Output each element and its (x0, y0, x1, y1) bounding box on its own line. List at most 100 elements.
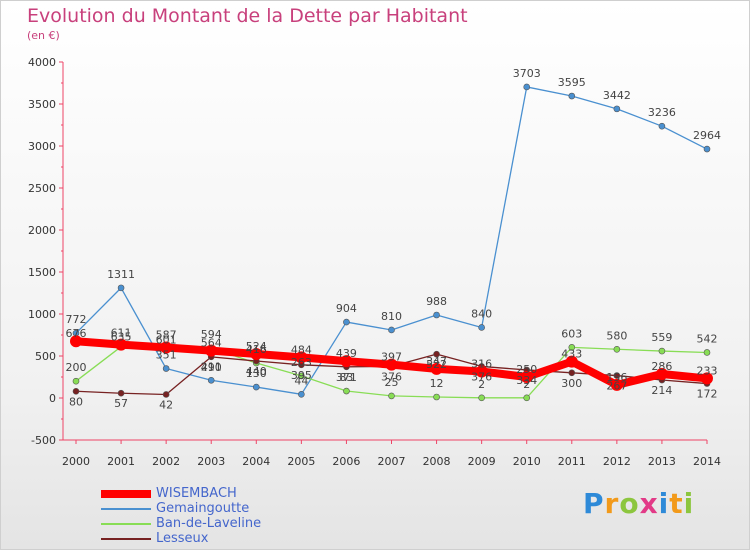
y-tick-label: 3500 (28, 98, 56, 111)
data-label: 347 (426, 355, 447, 368)
proxiti-logo: Proxiti (583, 487, 694, 520)
legend-label: Lesseux (156, 531, 209, 546)
data-point (117, 284, 125, 292)
data-point (160, 341, 173, 354)
data-label: 233 (697, 364, 718, 377)
data-label: 522 (426, 358, 447, 371)
logo-letter: o (619, 487, 640, 520)
data-label: 214 (651, 384, 672, 397)
y-tick-label: -500 (31, 434, 56, 447)
data-label: 564 (201, 337, 222, 350)
axes: -500 0 500 1000 1500 2000 2500 3000 3500 4000 2000… (28, 56, 721, 468)
data-label: 439 (336, 347, 357, 360)
data-label: 676 (66, 327, 87, 340)
logo-letter: t (669, 487, 684, 520)
data-label: 263 (291, 356, 312, 369)
data-point (701, 372, 713, 385)
data-point (298, 372, 305, 380)
data-label: 635 (111, 331, 132, 344)
data-label: 490 (201, 361, 222, 374)
data-point (343, 387, 350, 395)
data-point (207, 376, 215, 384)
legend-label: WISEMBACH (156, 486, 237, 501)
data-label: 416 (246, 343, 267, 356)
data-point (298, 391, 305, 398)
data-label: 603 (561, 327, 582, 340)
data-point (613, 105, 621, 113)
x-tick-label: 2011 (558, 455, 586, 468)
data-point (523, 394, 531, 402)
data-label: 2 (478, 378, 485, 391)
data-label: 371 (336, 371, 357, 384)
data-label: 172 (697, 388, 718, 401)
data-label: 376 (471, 370, 492, 383)
data-point (523, 83, 531, 91)
y-tick-label: 3000 (28, 140, 56, 153)
data-label: 267 (606, 380, 627, 393)
data-label: 42 (159, 398, 173, 411)
data-label: 395 (291, 369, 312, 382)
legend-label: Gemaingoutte (156, 501, 250, 516)
data-label: 44 (294, 374, 308, 387)
x-tick-label: 2002 (152, 455, 180, 468)
y-tick-label: 500 (35, 350, 56, 363)
chart-subtitle: (en €) (27, 29, 60, 42)
y-tick-label: 0 (49, 392, 56, 405)
data-point (70, 335, 82, 348)
data-label: 988 (426, 295, 447, 308)
data-label: 3442 (603, 89, 631, 102)
data-label: 433 (561, 348, 582, 361)
data-label: 440 (246, 365, 267, 378)
data-point (610, 378, 623, 391)
legend-label: Ban-de-Laveline (156, 516, 262, 531)
data-label: 3595 (558, 76, 586, 89)
data-point (205, 344, 218, 357)
data-labels-layer: 676 635 601 564 524 484 439 397 347 316 2504331562… (66, 67, 722, 412)
data-point (475, 365, 488, 378)
data-label: 587 (156, 329, 177, 342)
series-layer (70, 83, 713, 402)
data-point (655, 367, 668, 380)
data-point (162, 365, 170, 372)
data-label: 542 (697, 332, 718, 345)
logo-letter: P (583, 487, 605, 520)
data-label: 3703 (513, 67, 541, 80)
data-point (388, 326, 395, 334)
data-label: 611 (111, 327, 132, 340)
data-label: 484 (291, 343, 312, 356)
data-label: 80 (69, 395, 83, 408)
x-tick-label: 2012 (603, 455, 631, 468)
x-tick-label: 2001 (107, 455, 135, 468)
data-point (115, 338, 128, 351)
logo-letter: i (658, 487, 670, 520)
y-tick-label: 2000 (28, 224, 56, 237)
data-point (568, 92, 576, 100)
data-point (613, 345, 621, 353)
data-point (343, 318, 350, 326)
data-point (478, 324, 485, 331)
data-point (520, 371, 533, 383)
data-point (478, 394, 485, 402)
data-point (385, 358, 398, 371)
y-tick-label: 1500 (28, 266, 56, 279)
data-point (703, 349, 711, 356)
data-label: 1311 (107, 268, 135, 281)
data-point (430, 362, 443, 375)
legend-swatch (101, 538, 151, 540)
x-tick-label: 2008 (423, 455, 451, 468)
data-point (433, 350, 440, 358)
data-point (72, 387, 80, 395)
data-label: 83 (339, 371, 353, 384)
data-label: 3236 (648, 106, 676, 119)
x-tick-label: 2007 (378, 455, 406, 468)
data-label: 2 (523, 378, 530, 391)
data-point (658, 347, 666, 355)
data-label: 300 (561, 377, 582, 390)
data-point (250, 347, 263, 360)
data-label: 376 (381, 370, 402, 383)
data-label: 810 (381, 310, 402, 323)
data-label: 772 (66, 313, 87, 326)
data-label: 25 (385, 376, 399, 389)
data-point (388, 392, 395, 400)
